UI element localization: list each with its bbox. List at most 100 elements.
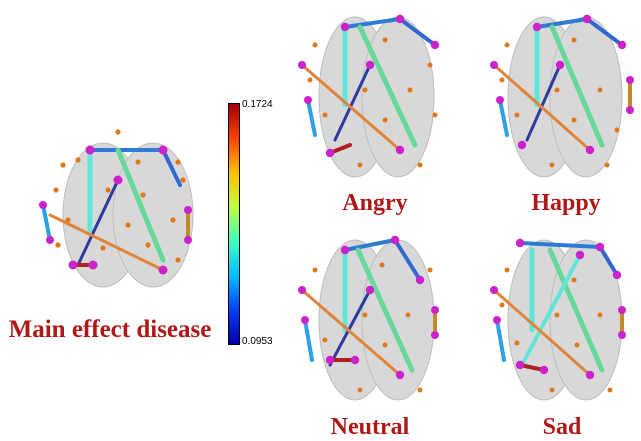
brain-network-sad [490, 238, 626, 401]
node-hub [158, 145, 168, 155]
brain-network-happy [490, 14, 634, 178]
node [504, 267, 510, 273]
node-hub [612, 270, 622, 280]
node [100, 245, 106, 251]
caption-main-effect: Main effect disease [8, 316, 212, 343]
node-hub [585, 145, 595, 155]
node-hub [431, 306, 439, 314]
node [607, 387, 613, 393]
node [417, 162, 423, 168]
node [312, 42, 318, 48]
node [549, 387, 555, 393]
edge [303, 318, 314, 362]
node [175, 159, 181, 165]
node-hub [515, 360, 525, 370]
node-hub [415, 275, 425, 285]
node-hub [340, 22, 350, 32]
brain-network-main [39, 129, 194, 288]
edge [357, 24, 418, 148]
edge [495, 318, 506, 362]
edge [393, 238, 422, 282]
node-hub [350, 355, 360, 365]
node-hub [39, 201, 47, 209]
node-hub [595, 242, 605, 252]
colorbar-min-label: 0.0953 [242, 336, 273, 347]
edge [343, 17, 402, 29]
node-hub [532, 22, 542, 32]
node [65, 217, 71, 223]
node [571, 117, 577, 123]
node [379, 262, 385, 268]
node [382, 342, 388, 348]
node [571, 37, 577, 43]
node-hub [626, 76, 634, 84]
node-hub [515, 238, 525, 248]
edge [306, 98, 317, 137]
brain-angry [290, 5, 460, 185]
node-hub [68, 260, 78, 270]
colorbar-max-label: 0.1724 [242, 99, 273, 110]
node [597, 87, 603, 93]
edge [41, 203, 52, 242]
node-hub [304, 96, 312, 104]
node [312, 267, 318, 273]
edge [76, 178, 120, 267]
node-hub [158, 265, 168, 275]
node-hub [555, 60, 565, 70]
node-hub [325, 148, 335, 158]
node [427, 267, 433, 273]
edge [518, 241, 602, 249]
edge [398, 17, 437, 47]
node [175, 257, 181, 263]
node-hub [113, 175, 123, 185]
edge [300, 288, 402, 377]
brain-right-hemisphere [112, 142, 194, 288]
node [427, 62, 433, 68]
node-hub [340, 245, 350, 255]
node [499, 77, 505, 83]
node [145, 242, 151, 248]
caption-neutral: Neutral [330, 414, 410, 440]
node-hub [493, 316, 501, 324]
edge [547, 247, 605, 373]
node [597, 312, 603, 318]
node-hub [617, 40, 627, 50]
node-hub [431, 331, 439, 339]
node-hub [575, 250, 585, 260]
brain-main-effect [28, 120, 218, 320]
node [362, 312, 368, 318]
node [115, 129, 121, 135]
edge [355, 247, 415, 373]
node [549, 162, 555, 168]
node [614, 127, 620, 133]
node-hub [301, 316, 309, 324]
node [407, 87, 413, 93]
node [432, 112, 438, 118]
brain-right-hemisphere [549, 16, 623, 178]
edge [525, 63, 562, 142]
node-hub [539, 365, 549, 375]
edge [300, 63, 402, 152]
node-hub [88, 260, 98, 270]
edge [48, 213, 165, 272]
brain-sad [482, 225, 641, 410]
edge [535, 17, 589, 29]
node-hub [626, 106, 634, 114]
node-hub [325, 355, 335, 365]
node [554, 87, 560, 93]
node [604, 162, 610, 168]
caption-happy: Happy [531, 190, 601, 216]
node-hub [430, 40, 440, 50]
node [571, 277, 577, 283]
node-hub [395, 370, 405, 380]
node-hub [184, 206, 192, 214]
node-hub [517, 140, 527, 150]
node [180, 177, 186, 183]
edge [492, 288, 592, 377]
node [55, 242, 61, 248]
node [135, 159, 141, 165]
node [362, 87, 368, 93]
edge [333, 63, 372, 142]
node-hub [395, 145, 405, 155]
node [514, 112, 520, 118]
